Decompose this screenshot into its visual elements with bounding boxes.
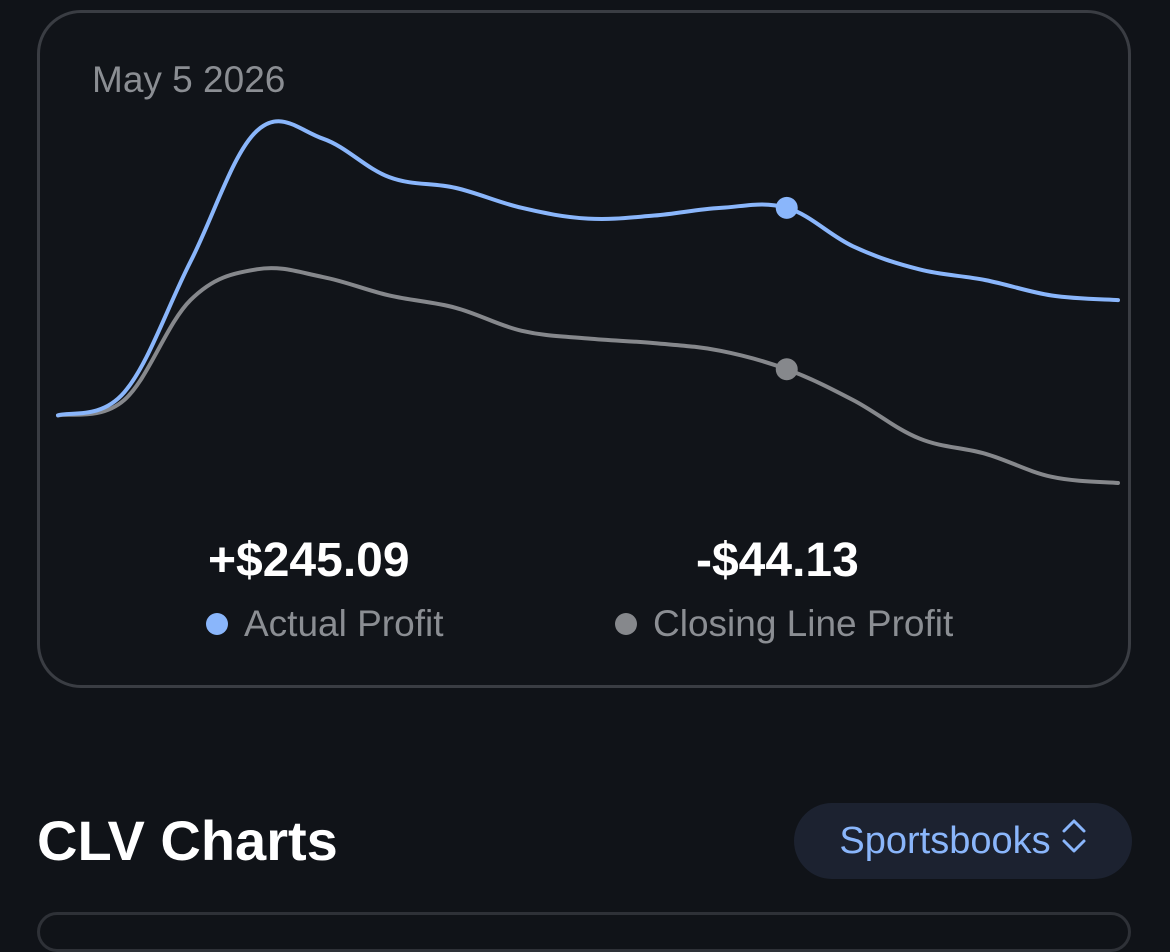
- legend-closing-line-profit: Closing Line Profit: [615, 603, 953, 645]
- sportsbooks-dropdown-label: Sportsbooks: [839, 819, 1051, 862]
- closing-line-profit-value: -$44.13: [696, 534, 859, 587]
- closing-line-profit-dot-icon: [615, 613, 637, 635]
- actual-profit-label: Actual Profit: [244, 603, 444, 644]
- series-line-actual-profit: [56, 119, 1120, 418]
- actual-profit-value: +$245.09: [208, 534, 410, 587]
- highlight-point-closing-line-profit: [775, 358, 798, 381]
- chart-date: May 5 2026: [92, 59, 286, 100]
- profit-chart-card: May 5 2026 +$245.09 Actual Profit -$44.1…: [37, 10, 1131, 688]
- chevron-up-down-icon: [1061, 817, 1087, 865]
- legend-actual-profit: Actual Profit: [206, 603, 443, 645]
- series-line-closing-line-profit: [56, 266, 1120, 485]
- section-title: CLV Charts: [37, 809, 338, 872]
- next-card-edge: [37, 912, 1131, 952]
- closing-line-profit-label: Closing Line Profit: [653, 603, 954, 644]
- highlight-point-actual-profit: [775, 196, 798, 219]
- profit-line-chart[interactable]: [40, 13, 1134, 691]
- sportsbooks-dropdown-button[interactable]: Sportsbooks: [794, 803, 1132, 879]
- actual-profit-dot-icon: [206, 613, 228, 635]
